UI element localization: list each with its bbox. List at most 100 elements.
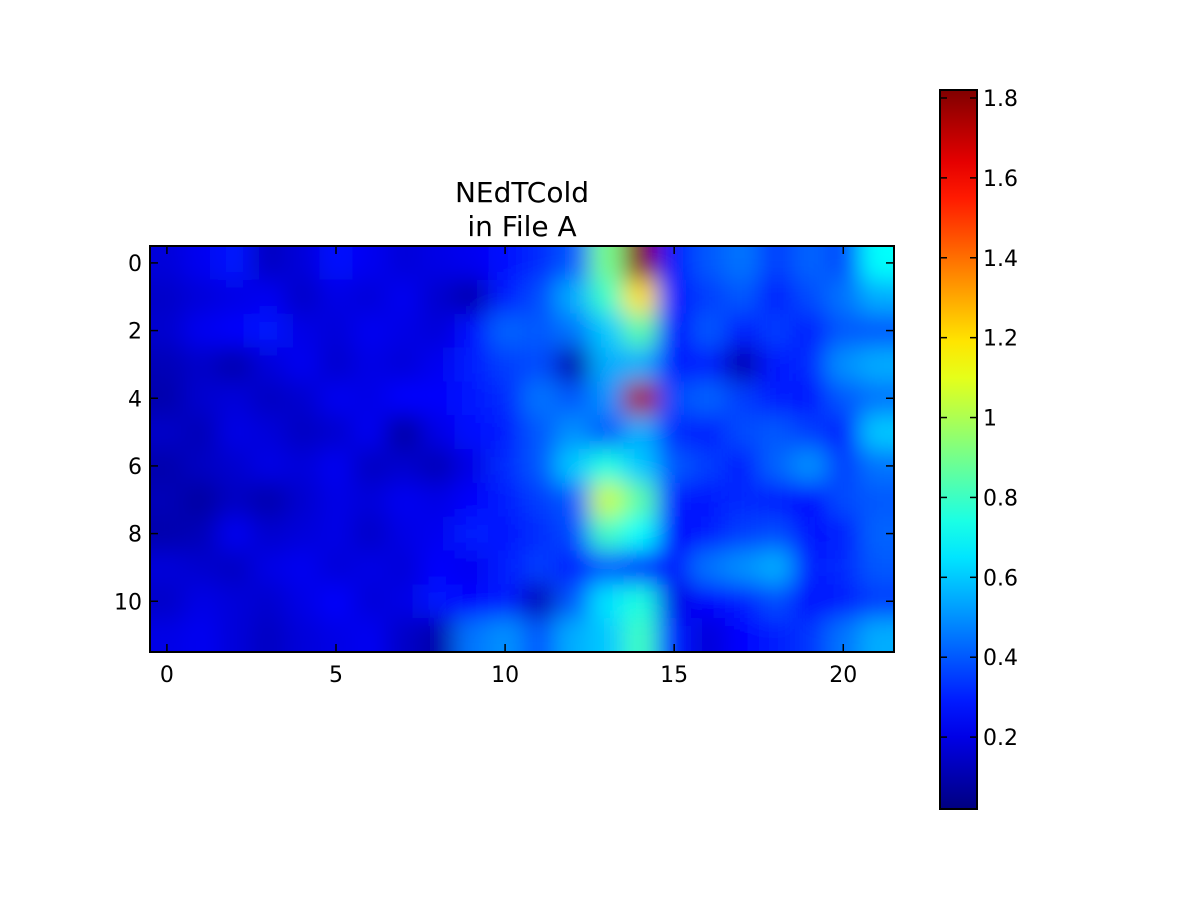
- heatmap-cell: [522, 313, 557, 349]
- heatmap-cell-pad: [894, 517, 929, 552]
- heatmap-cell-pad: [386, 246, 422, 247]
- heatmap-cell: [352, 313, 388, 349]
- heatmap-cell: [251, 381, 287, 416]
- colorbar-tick-label: 0.6: [983, 566, 1018, 591]
- heatmap-cell: [285, 313, 320, 349]
- heatmap-cell: [251, 246, 287, 281]
- heatmap-cell: [420, 550, 456, 586]
- heatmap-cell-pad: [251, 652, 286, 687]
- heatmap-cell-pad: [150, 246, 185, 247]
- heatmap-cell: [183, 415, 219, 450]
- heatmap-cell: [183, 482, 219, 518]
- heatmap-cell: [454, 246, 489, 281]
- heatmap-cell: [555, 618, 591, 652]
- x-tick-label: 10: [491, 663, 519, 688]
- heatmap-cell: [522, 449, 557, 484]
- heatmap-cell: [319, 313, 354, 349]
- heatmap-cell: [657, 449, 692, 484]
- heatmap-cell: [623, 584, 659, 619]
- heatmap-cell: [691, 347, 726, 383]
- heatmap-cell-pad: [555, 246, 591, 247]
- heatmap-cell: [454, 415, 489, 450]
- heatmap-cell: [420, 482, 456, 518]
- heatmap-cell: [792, 381, 828, 416]
- heatmap-cell: [454, 618, 489, 652]
- heatmap-cell: [386, 415, 422, 450]
- heatmap-cell: [589, 246, 625, 281]
- heatmap-cell: [589, 347, 625, 383]
- heatmap-cell: [860, 550, 894, 586]
- heatmap-cell: [386, 584, 422, 619]
- heatmap-cell: [217, 516, 253, 552]
- chart-title-line-2: in File A: [467, 210, 577, 243]
- heatmap-cell: [217, 347, 253, 383]
- heatmap-cell-pad: [319, 246, 354, 247]
- heatmap-cells: [116, 212, 929, 687]
- heatmap-cell-pad: [826, 246, 861, 247]
- heatmap-cell: [792, 516, 828, 552]
- heatmap-cell: [860, 347, 894, 383]
- heatmap-cell: [150, 279, 185, 315]
- heatmap-cell-pad: [894, 212, 929, 247]
- heatmap-cell: [285, 415, 320, 450]
- heatmap-cell-pad: [150, 550, 151, 586]
- heatmap-cell-pad: [352, 246, 388, 247]
- heatmap-cell: [589, 449, 625, 484]
- y-tick-label: 6: [128, 455, 142, 480]
- colorbar-tick-label: 0.8: [983, 486, 1018, 511]
- heatmap-cell-pad: [285, 246, 320, 247]
- heatmap-cell-pad: [522, 246, 557, 247]
- heatmap-cell: [217, 550, 253, 586]
- heatmap-cell: [251, 618, 287, 652]
- heatmap-cell: [555, 550, 591, 586]
- y-tick-label: 8: [128, 523, 142, 548]
- heatmap-cell: [826, 482, 861, 518]
- heatmap-cell: [352, 482, 388, 518]
- colorbar-tick-label: 1: [983, 407, 997, 432]
- heatmap-cell: [150, 347, 185, 383]
- heatmap-cell: [386, 246, 422, 281]
- heatmap-cell: [251, 415, 287, 450]
- heatmap-cell: [623, 618, 659, 652]
- heatmap-cell-pad: [894, 348, 929, 383]
- heatmap-cell: [285, 381, 320, 416]
- heatmap-cell: [420, 618, 456, 652]
- heatmap-cell: [826, 550, 861, 586]
- heatmap-cell-pad: [758, 246, 794, 247]
- heatmap-cell: [522, 482, 557, 518]
- heatmap-cell: [792, 618, 828, 652]
- heatmap-cell: [319, 279, 354, 315]
- heatmap-cell: [691, 246, 726, 281]
- heatmap-cell: [319, 347, 354, 383]
- heatmap-cell: [285, 347, 320, 383]
- heatmap-cell: [826, 449, 861, 484]
- heatmap-cell: [657, 279, 692, 315]
- heatmap-cell: [420, 584, 456, 619]
- heatmap-cell: [691, 449, 726, 484]
- heatmap-cell: [555, 381, 591, 416]
- heatmap-cell: [352, 246, 388, 281]
- heatmap-cell: [454, 482, 489, 518]
- heatmap-cell: [217, 415, 253, 450]
- heatmap-cell: [623, 347, 659, 383]
- heatmap-cell: [860, 279, 894, 315]
- heatmap-cell-pad: [556, 652, 591, 687]
- heatmap-area: 0 5 10 15 20 0 2 4 6 8 10: [114, 212, 929, 688]
- heatmap-cell-pad: [894, 280, 929, 315]
- heatmap-cell: [691, 618, 726, 652]
- heatmap-cell-pad: [116, 652, 151, 687]
- heatmap-cell-pad: [150, 347, 151, 383]
- heatmap-cell-pad: [217, 246, 253, 247]
- y-axis: 0 2 4 6 8 10: [114, 252, 894, 615]
- heatmap-cell: [623, 415, 659, 450]
- heatmap-cell: [623, 516, 659, 552]
- heatmap-cell: [183, 550, 219, 586]
- x-tick-label: 20: [829, 663, 857, 688]
- heatmap-cell: [589, 516, 625, 552]
- heatmap-cell: [352, 584, 388, 619]
- y-tick-label: 0: [128, 252, 142, 277]
- heatmap-cell: [758, 313, 794, 349]
- heatmap-cell: [488, 584, 523, 619]
- heatmap-cell: [792, 550, 828, 586]
- heatmap-cell: [623, 550, 659, 586]
